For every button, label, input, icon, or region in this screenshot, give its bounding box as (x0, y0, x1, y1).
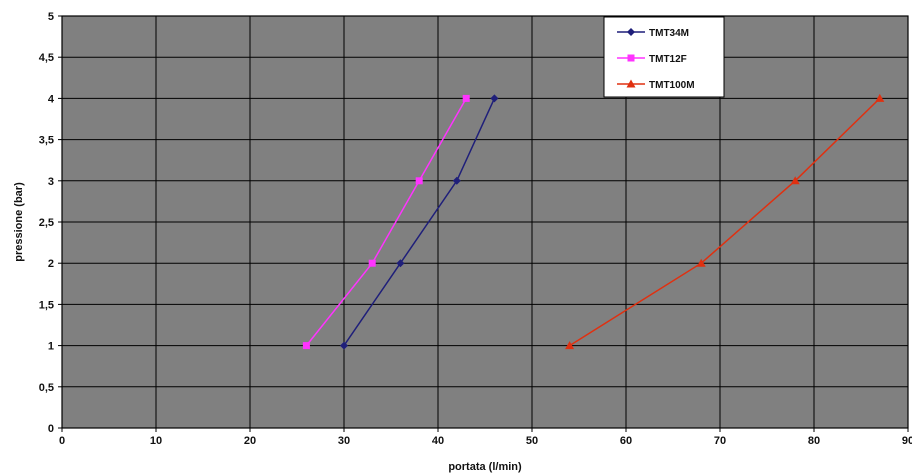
x-tick-label: 40 (432, 435, 444, 447)
x-tick-label: 10 (150, 435, 162, 447)
y-tick-label: 3,5 (39, 135, 54, 147)
y-tick-label: 3 (48, 176, 54, 188)
y-tick-label: 0 (48, 423, 54, 435)
y-tick-label: 2 (48, 258, 54, 270)
x-tick-label: 50 (526, 435, 538, 447)
x-tick-label: 90 (902, 435, 912, 447)
data-point-square (303, 342, 310, 349)
y-tick-label: 2,5 (39, 217, 54, 229)
y-tick-label: 5 (48, 11, 54, 23)
x-tick-label: 20 (244, 435, 256, 447)
x-tick-label: 30 (338, 435, 350, 447)
legend-label: TMT12F (649, 54, 687, 65)
x-tick-label: 60 (620, 435, 632, 447)
legend-label: TMT34M (649, 28, 689, 39)
y-axis-title: pressione (bar) (13, 182, 25, 262)
data-point-square (416, 177, 423, 184)
y-tick-label: 0,5 (39, 382, 54, 394)
x-tick-label: 80 (808, 435, 820, 447)
legend: TMT34M TMT12F TMT100M (604, 17, 724, 97)
x-tick-label: 70 (714, 435, 726, 447)
y-tick-label: 4 (48, 93, 55, 105)
x-axis-title: portata (l/min) (448, 461, 522, 473)
legend-marker-square (628, 55, 635, 62)
x-axis-ticks: 0 10 20 30 40 50 60 70 80 90 (59, 428, 912, 447)
data-point-square (369, 260, 376, 267)
y-tick-label: 1,5 (39, 299, 54, 311)
y-tick-label: 4,5 (39, 52, 54, 64)
y-tick-label: 1 (48, 341, 54, 353)
y-axis-ticks: 0 0,5 1 1,5 2 2,5 3 3,5 4 4,5 5 (39, 11, 62, 435)
data-point-square (463, 95, 470, 102)
x-tick-label: 0 (59, 435, 65, 447)
legend-label: TMT100M (649, 80, 695, 91)
